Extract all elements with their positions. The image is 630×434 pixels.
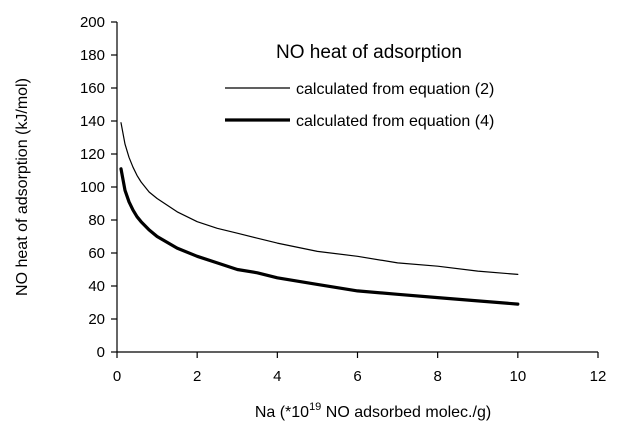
x-ticks: 0 2 4 6 8 10 12	[113, 352, 607, 385]
legend-title: NO heat of adsorption	[276, 42, 462, 63]
y-tick-label: 40	[88, 278, 105, 295]
y-tick-label: 160	[80, 80, 105, 97]
legend-label-eq2: calculated from equation (2)	[296, 81, 494, 98]
y-tick-label: 100	[80, 179, 105, 196]
y-tick-label: 60	[88, 245, 105, 262]
x-tick-label: 2	[193, 368, 201, 385]
y-tick-label: 140	[80, 113, 105, 130]
y-axis-label: NO heat of adsorption (kJ/mol)	[14, 78, 31, 296]
x-axis-label: Na (*1019 NO adsorbed molec./g)	[255, 401, 491, 421]
x-tick-label: 4	[273, 368, 281, 385]
x-tick-label: 10	[509, 368, 526, 385]
axes	[116, 22, 598, 353]
legend: NO heat of adsorption calculated from eq…	[225, 42, 494, 130]
x-tick-label: 6	[353, 368, 361, 385]
series-line-1	[120, 122, 519, 275]
y-tick-label: 80	[88, 212, 105, 229]
y-tick-label: 200	[80, 14, 105, 31]
x-tick-label: 8	[433, 368, 441, 385]
x-tick-label: 0	[113, 368, 121, 385]
y-ticks: 0 20 40 60 80 100 120 140 160 180 200	[80, 14, 117, 361]
series-line-2	[119, 167, 520, 306]
legend-label-eq4: calculated from equation (4)	[296, 113, 494, 130]
y-tick-label: 0	[97, 344, 105, 361]
y-tick-label: 20	[88, 311, 105, 328]
y-tick-label: 120	[80, 146, 105, 163]
series-layer	[119, 122, 520, 306]
y-tick-label: 180	[80, 47, 105, 64]
x-tick-label: 12	[590, 368, 607, 385]
